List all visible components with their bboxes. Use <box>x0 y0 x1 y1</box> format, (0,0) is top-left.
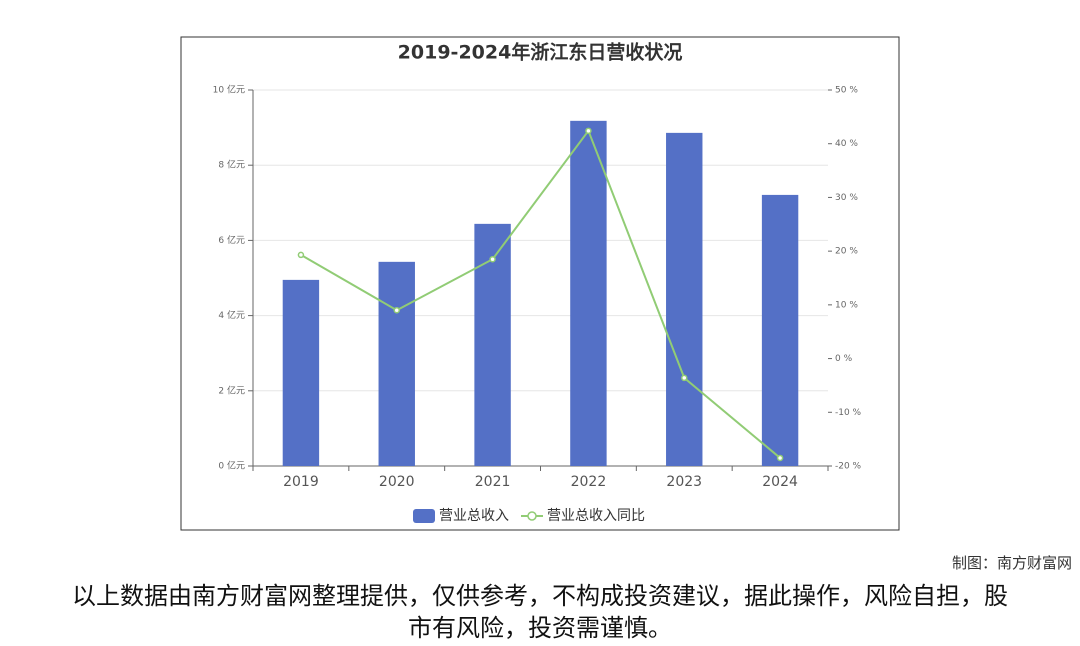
line-point <box>297 251 305 259</box>
y2-tick-label: 30 % <box>835 193 858 203</box>
x-tick-label: 2021 <box>475 474 511 490</box>
bar <box>666 132 703 466</box>
bar <box>761 194 799 467</box>
y2-tick-label: 50 % <box>835 86 858 96</box>
line-point <box>681 374 688 382</box>
legend-swatch <box>413 509 435 523</box>
legend-swatch-point <box>527 511 537 521</box>
y2-tick-label: 40 % <box>835 139 858 149</box>
x-tick-label: 2024 <box>762 474 798 490</box>
chart-frame <box>180 36 900 531</box>
chart: 2019-2024年浙江东日营收状况 0 亿元 2 亿元 4 亿元 6 亿元 8 亿元 1… <box>180 36 900 531</box>
y2-tick-label: 0 % <box>835 354 853 364</box>
y2-tick-label: -10 % <box>835 408 862 418</box>
y2-tick-label: -20 % <box>835 462 862 472</box>
line <box>300 128 781 459</box>
bar <box>378 261 415 466</box>
x-tick-label: 2020 <box>379 474 415 490</box>
x-tick-label: 2019 <box>283 474 319 490</box>
y-tick-label: 0 亿元 <box>218 460 245 472</box>
bar <box>474 223 511 466</box>
y2-tick-label: 10 % <box>835 300 858 310</box>
line-point <box>585 127 592 135</box>
legend-label: 营业总收入同比 <box>547 508 645 524</box>
line-point <box>393 306 400 314</box>
x-tick-label: 2023 <box>666 474 702 490</box>
y-tick-label: 6 亿元 <box>218 234 245 246</box>
y2-tick-label: 20 % <box>835 247 858 257</box>
line-point <box>776 454 784 462</box>
legend-label: 营业总收入 <box>439 508 509 524</box>
y-tick-label: 10 亿元 <box>213 84 245 96</box>
x-tick-label: 2022 <box>571 474 607 490</box>
bar <box>282 279 320 466</box>
line-point <box>489 255 496 263</box>
y-tick-label: 4 亿元 <box>218 309 245 321</box>
credit: 制图：南方财富网 <box>951 554 1072 572</box>
y-tick-label: 2 亿元 <box>218 384 245 396</box>
bar <box>570 120 607 466</box>
disclaimer: 以上数据由南方财富网整理提供，仅供参考，不构成投资建议，据此操作，风险自担，股市… <box>72 582 1008 642</box>
chart-title: 2019-2024年浙江东日营收状况 <box>398 41 683 64</box>
y-tick-label: 8 亿元 <box>218 159 245 171</box>
